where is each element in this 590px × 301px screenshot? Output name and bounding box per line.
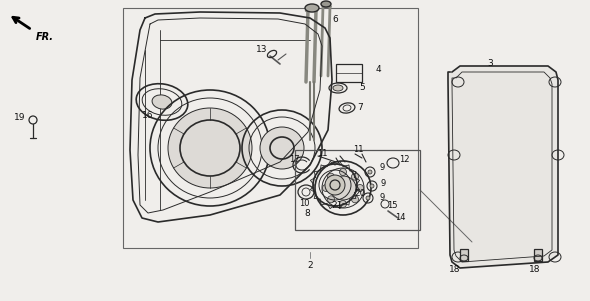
Text: 17: 17 bbox=[289, 156, 299, 165]
Bar bbox=[336, 64, 362, 82]
Ellipse shape bbox=[323, 185, 329, 191]
Text: 9: 9 bbox=[379, 193, 385, 201]
Ellipse shape bbox=[352, 196, 359, 203]
Text: 2: 2 bbox=[307, 260, 313, 269]
Text: 3: 3 bbox=[487, 58, 493, 67]
Text: 4: 4 bbox=[375, 66, 381, 75]
Ellipse shape bbox=[327, 196, 335, 203]
Text: 14: 14 bbox=[395, 213, 405, 222]
Ellipse shape bbox=[327, 173, 335, 180]
Text: 18: 18 bbox=[449, 265, 461, 275]
Ellipse shape bbox=[352, 173, 359, 180]
Bar bbox=[123, 8, 418, 248]
Ellipse shape bbox=[368, 170, 372, 174]
Text: 9: 9 bbox=[379, 163, 385, 172]
Ellipse shape bbox=[305, 4, 319, 12]
Text: 12: 12 bbox=[399, 156, 409, 165]
Bar bbox=[534, 249, 542, 261]
Ellipse shape bbox=[356, 185, 363, 191]
Text: 11: 11 bbox=[317, 148, 327, 157]
Text: 11: 11 bbox=[353, 145, 363, 154]
Text: 18: 18 bbox=[529, 265, 541, 275]
Ellipse shape bbox=[330, 176, 356, 200]
Text: FR.: FR. bbox=[36, 32, 54, 42]
Ellipse shape bbox=[370, 184, 374, 188]
Text: 7: 7 bbox=[357, 104, 363, 113]
Bar bbox=[460, 249, 468, 261]
Text: 10: 10 bbox=[299, 198, 309, 207]
Ellipse shape bbox=[325, 175, 345, 195]
Text: 15: 15 bbox=[387, 201, 397, 210]
Ellipse shape bbox=[321, 1, 331, 7]
Ellipse shape bbox=[168, 108, 252, 188]
Ellipse shape bbox=[152, 95, 172, 109]
Ellipse shape bbox=[260, 127, 304, 169]
Text: 19: 19 bbox=[14, 113, 26, 123]
Ellipse shape bbox=[339, 169, 346, 175]
Text: 5: 5 bbox=[359, 83, 365, 92]
Text: 21: 21 bbox=[332, 200, 343, 209]
Text: 16: 16 bbox=[142, 110, 154, 119]
Text: 6: 6 bbox=[332, 15, 338, 24]
Bar bbox=[295, 150, 420, 230]
Ellipse shape bbox=[366, 196, 370, 200]
Text: 20: 20 bbox=[355, 190, 366, 198]
Text: 13: 13 bbox=[256, 45, 268, 54]
Ellipse shape bbox=[339, 200, 346, 207]
Polygon shape bbox=[448, 66, 558, 268]
Text: 9: 9 bbox=[381, 178, 386, 188]
Ellipse shape bbox=[333, 85, 343, 91]
Text: 8: 8 bbox=[304, 209, 310, 218]
